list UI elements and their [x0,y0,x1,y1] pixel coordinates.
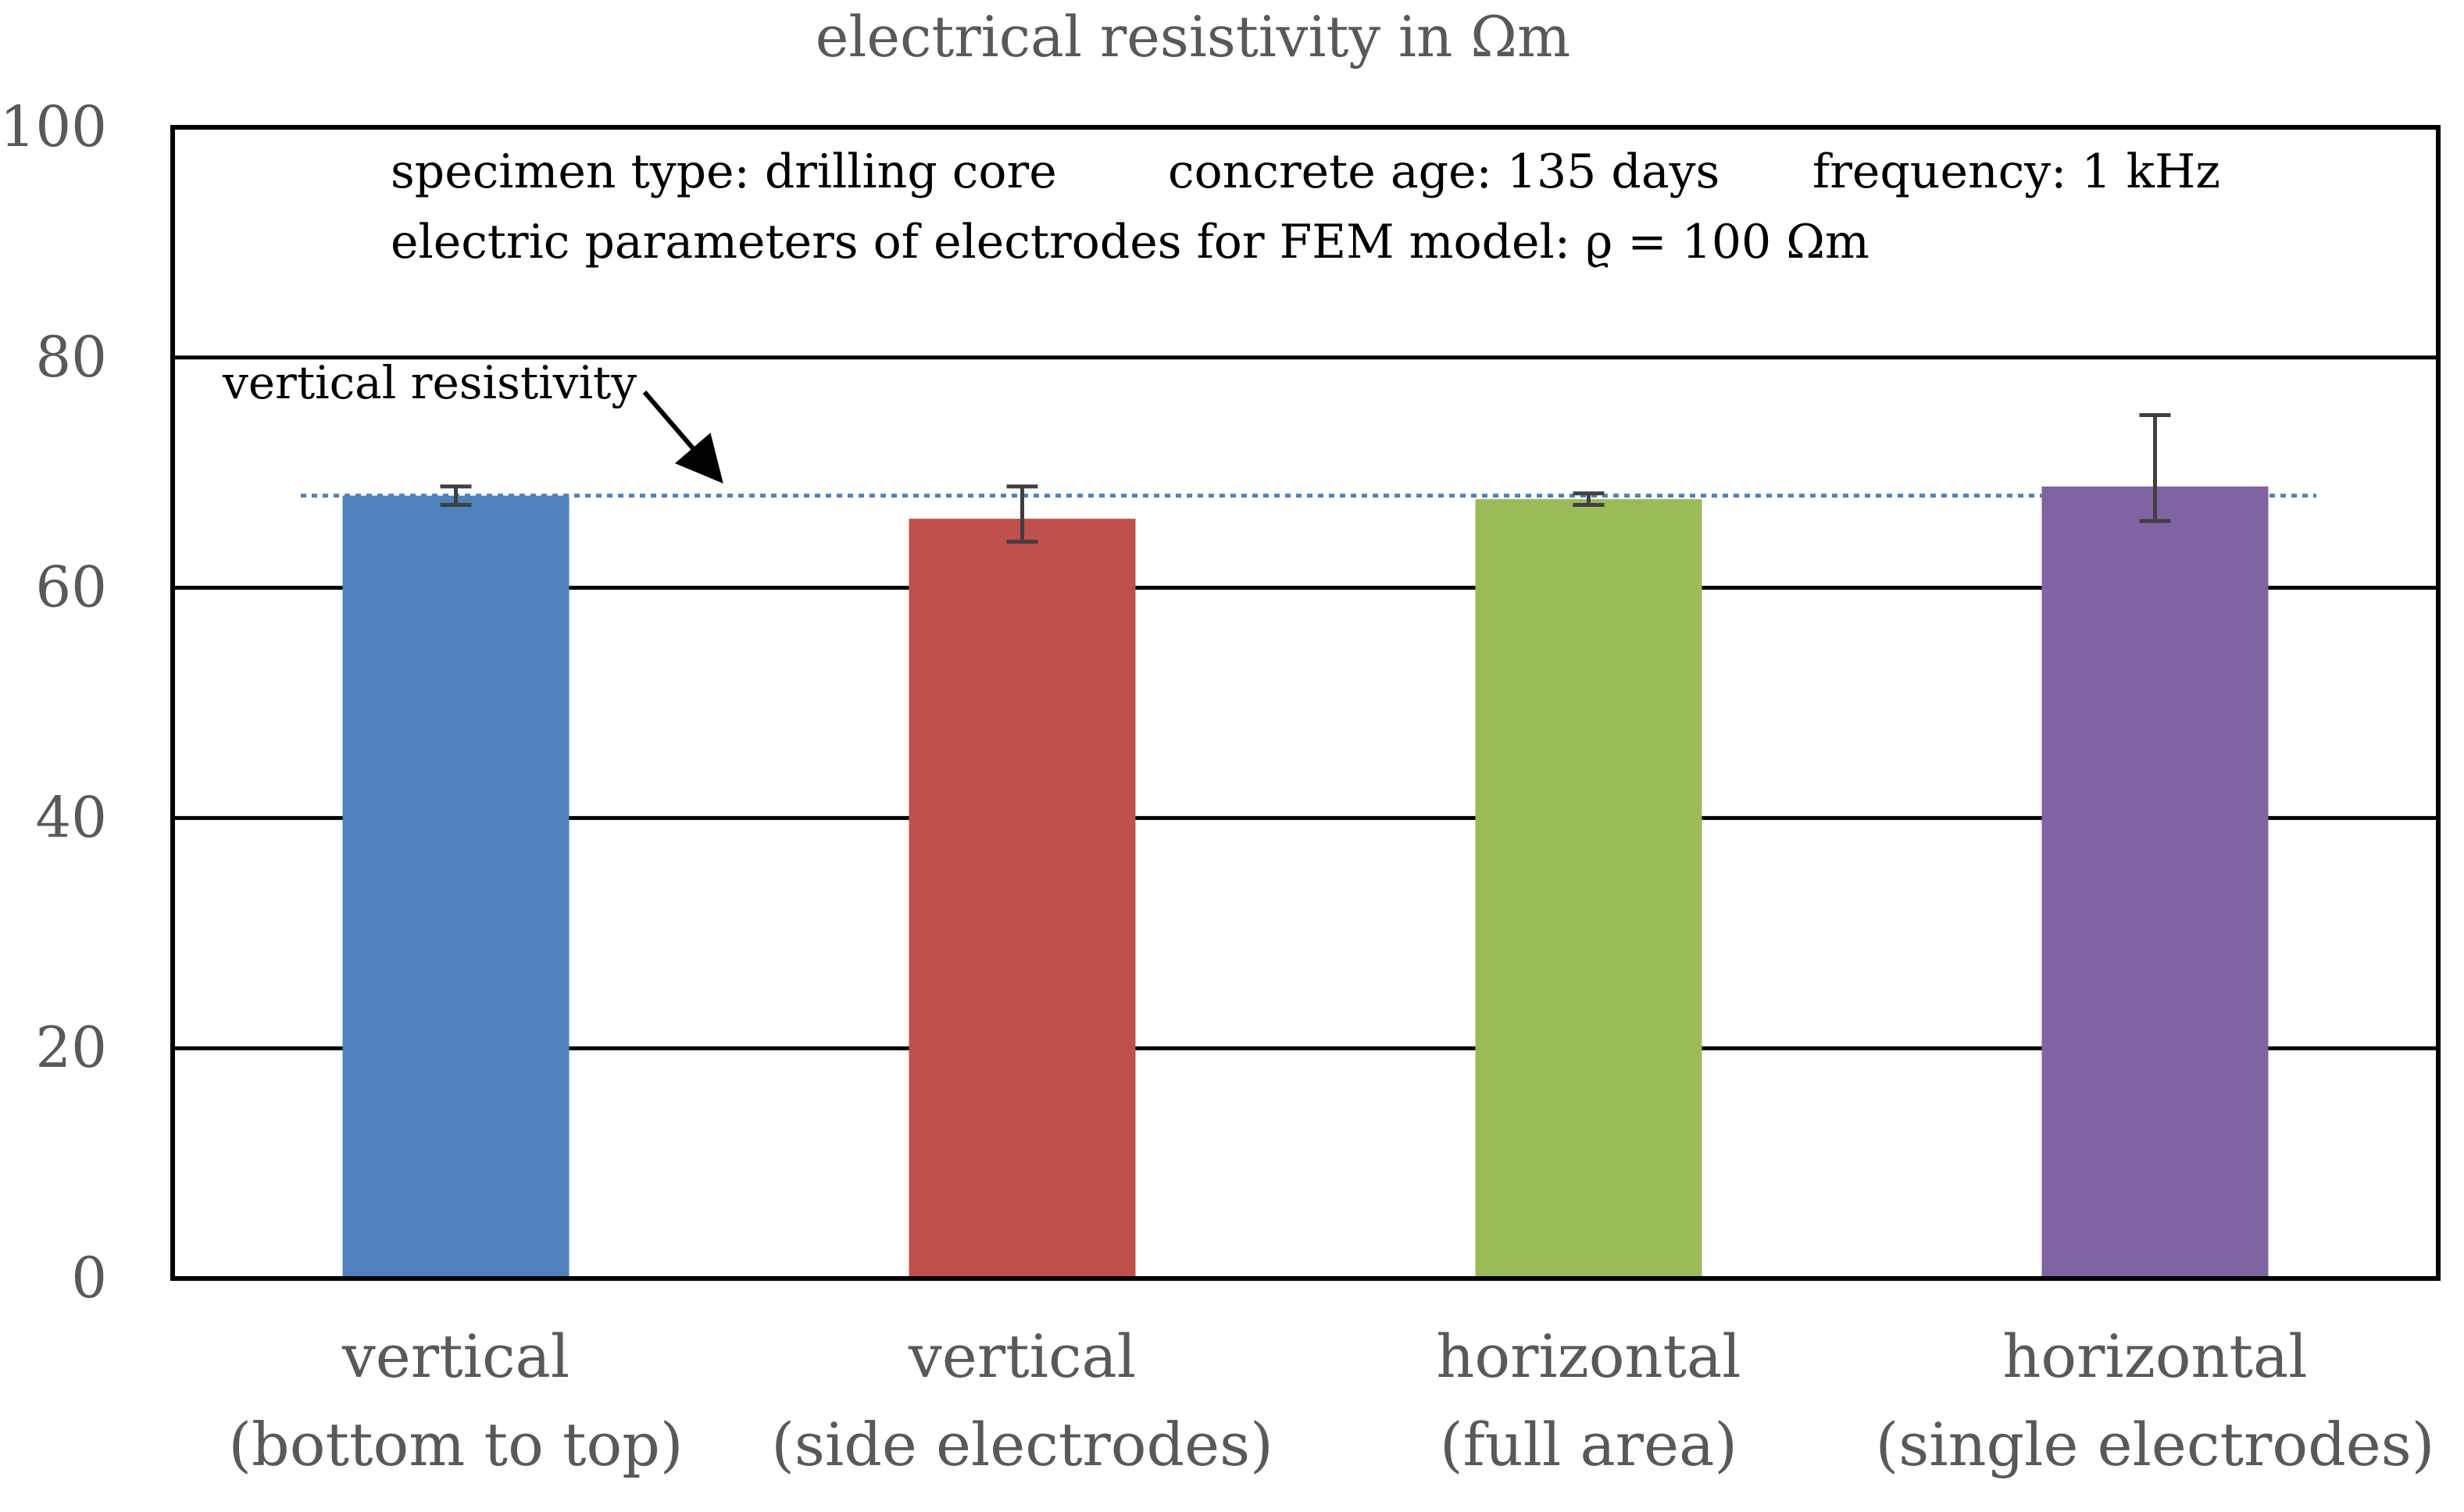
y-tick-label-60: 60 [35,555,107,620]
reference-line-label: vertical resistivity [222,356,637,409]
category-label-2-line1: vertical [908,1321,1136,1391]
y-tick-label-100: 100 [0,94,107,159]
chart-title: electrical resistivity in Ωm [816,4,1570,70]
y-tick-label-20: 20 [35,1015,107,1080]
bars [342,486,2269,1278]
plot-frame [170,125,2441,1281]
bar-3 [1475,499,1702,1278]
category-label-2-line2: (side electrodes) [771,1410,1273,1479]
category-label-1-line1: vertical [341,1321,570,1391]
annotation-frequency: frequency: 1 kHz [1812,144,2220,199]
annotation-specimen-type: specimen type: drilling core [391,144,1057,199]
category-label-4-line1: horizontal [2002,1321,2307,1391]
x-axis-category-labels: vertical (bottom to top) vertical (side ele… [228,1321,2434,1479]
category-label-1-line2: (bottom to top) [228,1410,683,1479]
reference-line-arrow [642,390,723,484]
y-tick-label-0: 0 [71,1245,107,1311]
category-label-4-line2: (single electrodes) [1876,1410,2435,1479]
annotation-concrete-age: concrete age: 135 days [1168,144,1719,199]
bar-2 [909,519,1136,1278]
error-bars [440,413,2171,544]
category-label-3-line2: (full area) [1440,1410,1737,1479]
y-tick-label-80: 80 [35,324,107,390]
bar-4 [2041,486,2269,1278]
y-axis-tick-labels: 0 20 40 60 80 100 [0,94,107,1311]
annotation-electrode-parameters: electric parameters of electrodes for FE… [391,215,1869,269]
category-label-3-line1: horizontal [1436,1321,1741,1391]
bar-1 [342,495,570,1278]
y-tick-label-40: 40 [35,784,107,850]
